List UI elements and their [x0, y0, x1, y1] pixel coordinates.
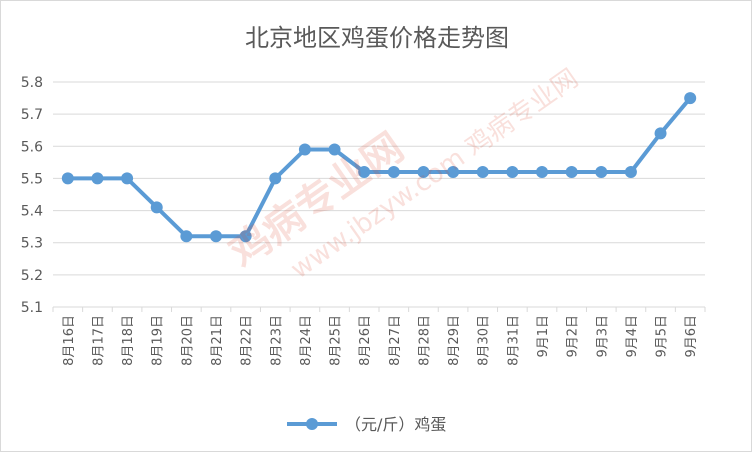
x-tick-label: 8月30日 — [477, 315, 492, 366]
data-point — [91, 172, 104, 185]
x-tick-label: 8月25日 — [329, 315, 344, 366]
y-tick-label: 5.1 — [21, 300, 43, 316]
x-tick-label: 8月20日 — [180, 315, 195, 366]
series-group — [61, 92, 697, 243]
y-tick-label: 5.8 — [21, 75, 43, 91]
series-line — [65, 96, 693, 239]
x-tick-label: 8月22日 — [240, 315, 255, 366]
data-point — [269, 172, 282, 185]
data-point — [210, 230, 222, 243]
data-point — [328, 143, 341, 156]
chart-title: 北京地区鸡蛋价格走势图 — [245, 24, 509, 52]
x-tick-label: 9月6日 — [684, 315, 699, 358]
legend-label: （元/斤）鸡蛋 — [345, 415, 446, 434]
y-axis-ticks: 5.1 5.2 5.3 5.4 5.5 5.6 5.7 5.8 — [21, 75, 43, 316]
data-point — [565, 166, 578, 178]
data-point — [654, 127, 667, 140]
x-tick-label: 8月23日 — [269, 315, 284, 366]
x-tick-label: 8月29日 — [447, 315, 462, 366]
y-tick-label: 5.2 — [21, 268, 43, 284]
data-point — [150, 201, 163, 214]
x-tick-label: 8月31日 — [506, 315, 521, 366]
y-tick-label: 5.6 — [21, 139, 43, 155]
x-tick-label: 8月18日 — [121, 315, 136, 366]
data-point — [624, 166, 637, 178]
data-point — [239, 230, 252, 243]
data-point — [595, 166, 608, 178]
y-tick-label: 5.4 — [21, 204, 43, 220]
data-point — [417, 166, 430, 178]
data-point — [358, 166, 371, 178]
y-tick-label: 5.3 — [21, 236, 43, 252]
x-tick-label: 8月17日 — [91, 315, 106, 366]
x-axis-ticks: 8月16日 8月17日 8月18日 8月19日 8月20日 8月21日 8月22日 8月23日… — [52, 307, 706, 366]
data-point — [387, 166, 400, 178]
x-tick-label: 9月4日 — [625, 315, 640, 358]
y-tick-label: 5.7 — [21, 107, 43, 123]
data-point — [536, 166, 548, 178]
data-point — [180, 230, 193, 243]
data-point — [684, 92, 697, 105]
x-tick-label: 9月3日 — [595, 315, 610, 358]
x-tick-label: 9月5日 — [655, 315, 670, 358]
x-tick-label: 9月1日 — [536, 315, 551, 358]
data-point — [298, 143, 311, 156]
x-tick-label: 8月24日 — [299, 315, 314, 366]
data-point — [61, 172, 74, 185]
x-tick-label: 8月28日 — [417, 315, 432, 366]
x-tick-label: 8月19日 — [151, 315, 166, 366]
legend-point-marker — [306, 418, 318, 430]
x-tick-label: 8月21日 — [210, 315, 225, 366]
data-point — [506, 166, 519, 178]
x-tick-label: 8月27日 — [388, 315, 403, 366]
data-point — [476, 166, 489, 178]
data-point — [121, 172, 134, 185]
legend[interactable]: （元/斤）鸡蛋 — [287, 415, 446, 434]
x-tick-label: 8月26日 — [358, 315, 373, 366]
y-tick-label: 5.5 — [21, 171, 43, 187]
x-tick-label: 8月16日 — [62, 315, 77, 366]
data-point — [447, 166, 460, 178]
x-tick-label: 9月2日 — [566, 315, 581, 358]
